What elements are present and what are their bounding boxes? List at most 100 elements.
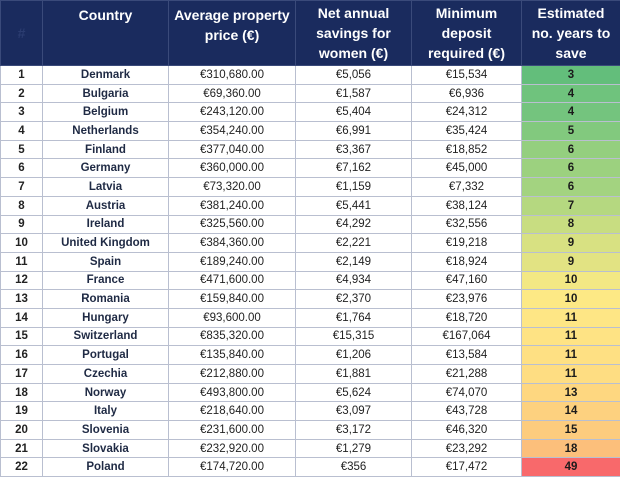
- savings-cell: €5,624: [295, 382, 412, 403]
- savings-cell: €2,149: [295, 251, 412, 272]
- years-cell: 4: [521, 83, 620, 104]
- price-cell: €310,680.00: [168, 65, 296, 85]
- years-cell: 14: [521, 401, 620, 422]
- savings-cell: €1,206: [295, 345, 412, 365]
- country-cell: Austria: [42, 195, 169, 216]
- years-cell: 6: [521, 139, 620, 160]
- price-cell: €232,920.00: [168, 438, 296, 459]
- country-cell: United Kingdom: [42, 233, 169, 253]
- rank-cell: 20: [0, 420, 43, 440]
- savings-cell: €7,162: [295, 158, 412, 179]
- table-row: 8 Austria €381,240.00 €5,441 €38,124 7: [0, 195, 620, 216]
- country-cell: Germany: [42, 158, 169, 179]
- table-row: 20 Slovenia €231,600.00 €3,172 €46,320 15: [0, 420, 620, 440]
- price-cell: €231,600.00: [168, 420, 296, 440]
- table-header: # Country Average property price (€) Net …: [0, 0, 620, 66]
- deposit-cell: €7,332: [411, 177, 522, 197]
- table-row: 6 Germany €360,000.00 €7,162 €45,000 6: [0, 158, 620, 179]
- savings-cell: €2,370: [295, 289, 412, 309]
- years-cell: 10: [521, 270, 620, 291]
- savings-cell: €1,881: [295, 364, 412, 384]
- deposit-cell: €6,936: [411, 83, 522, 104]
- years-cell: 11: [521, 307, 620, 328]
- savings-cell: €5,441: [295, 195, 412, 216]
- savings-cell: €1,764: [295, 307, 412, 328]
- rank-cell: 2: [0, 83, 43, 104]
- savings-cell: €4,292: [295, 214, 412, 235]
- price-cell: €73,320.00: [168, 177, 296, 197]
- price-cell: €325,560.00: [168, 214, 296, 235]
- deposit-cell: €18,720: [411, 307, 522, 328]
- deposit-cell: €45,000: [411, 158, 522, 179]
- country-cell: Poland: [42, 457, 169, 478]
- deposit-cell: €43,728: [411, 401, 522, 422]
- country-cell: Slovakia: [42, 438, 169, 459]
- price-cell: €354,240.00: [168, 121, 296, 141]
- country-cell: Hungary: [42, 307, 169, 328]
- years-cell: 10: [521, 289, 620, 309]
- deposit-cell: €38,124: [411, 195, 522, 216]
- deposit-cell: €15,534: [411, 65, 522, 85]
- country-cell: Latvia: [42, 177, 169, 197]
- rank-cell: 10: [0, 233, 43, 253]
- table-body: 1 Denmark €310,680.00 €5,056 €15,534 3 2 Bulgar…: [0, 65, 620, 478]
- savings-cell: €15,315: [295, 326, 412, 347]
- years-cell: 18: [521, 438, 620, 459]
- rank-cell: 1: [0, 65, 43, 85]
- rank-cell: 6: [0, 158, 43, 179]
- table-row: 17 Czechia €212,880.00 €1,881 €21,288 11: [0, 364, 620, 384]
- price-cell: €381,240.00: [168, 195, 296, 216]
- table-row: 22 Poland €174,720.00 €356 €17,472 49: [0, 457, 620, 478]
- table-row: 19 Italy €218,640.00 €3,097 €43,728 14: [0, 401, 620, 422]
- years-cell: 6: [521, 158, 620, 179]
- price-cell: €493,800.00: [168, 382, 296, 403]
- header-average-property-price: Average property price (€): [168, 0, 296, 66]
- deposit-cell: €35,424: [411, 121, 522, 141]
- price-cell: €174,720.00: [168, 457, 296, 478]
- rank-cell: 13: [0, 289, 43, 309]
- header-row: # Country Average property price (€) Net …: [0, 0, 620, 66]
- rank-cell: 12: [0, 270, 43, 291]
- table-row: 16 Portugal €135,840.00 €1,206 €13,584 11: [0, 345, 620, 365]
- rank-cell: 3: [0, 102, 43, 123]
- table-row: 1 Denmark €310,680.00 €5,056 €15,534 3: [0, 65, 620, 85]
- price-cell: €135,840.00: [168, 345, 296, 365]
- country-cell: Switzerland: [42, 326, 169, 347]
- deposit-cell: €19,218: [411, 233, 522, 253]
- price-cell: €159,840.00: [168, 289, 296, 309]
- rank-cell: 16: [0, 345, 43, 365]
- price-cell: €835,320.00: [168, 326, 296, 347]
- savings-cell: €2,221: [295, 233, 412, 253]
- table-row: 18 Norway €493,800.00 €5,624 €74,070 13: [0, 382, 620, 403]
- country-cell: Norway: [42, 382, 169, 403]
- deposit-cell: €18,924: [411, 251, 522, 272]
- deposit-cell: €32,556: [411, 214, 522, 235]
- years-cell: 9: [521, 233, 620, 253]
- price-cell: €69,360.00: [168, 83, 296, 104]
- country-cell: Ireland: [42, 214, 169, 235]
- table-row: 7 Latvia €73,320.00 €1,159 €7,332 6: [0, 177, 620, 197]
- table-row: 14 Hungary €93,600.00 €1,764 €18,720 11: [0, 307, 620, 328]
- rank-cell: 7: [0, 177, 43, 197]
- years-cell: 15: [521, 420, 620, 440]
- country-cell: Spain: [42, 251, 169, 272]
- savings-cell: €1,279: [295, 438, 412, 459]
- deposit-cell: €167,064: [411, 326, 522, 347]
- deposit-cell: €74,070: [411, 382, 522, 403]
- years-cell: 11: [521, 345, 620, 365]
- years-cell: 5: [521, 121, 620, 141]
- table-row: 5 Finland €377,040.00 €3,367 €18,852 6: [0, 139, 620, 160]
- rank-cell: 14: [0, 307, 43, 328]
- years-cell: 11: [521, 364, 620, 384]
- country-cell: France: [42, 270, 169, 291]
- table-row: 11 Spain €189,240.00 €2,149 €18,924 9: [0, 251, 620, 272]
- country-cell: Denmark: [42, 65, 169, 85]
- years-cell: 9: [521, 251, 620, 272]
- country-cell: Italy: [42, 401, 169, 422]
- savings-cell: €3,367: [295, 139, 412, 160]
- rank-cell: 5: [0, 139, 43, 160]
- country-cell: Slovenia: [42, 420, 169, 440]
- rank-cell: 22: [0, 457, 43, 478]
- savings-cell: €356: [295, 457, 412, 478]
- table-row: 4 Netherlands €354,240.00 €6,991 €35,424 5: [0, 121, 620, 141]
